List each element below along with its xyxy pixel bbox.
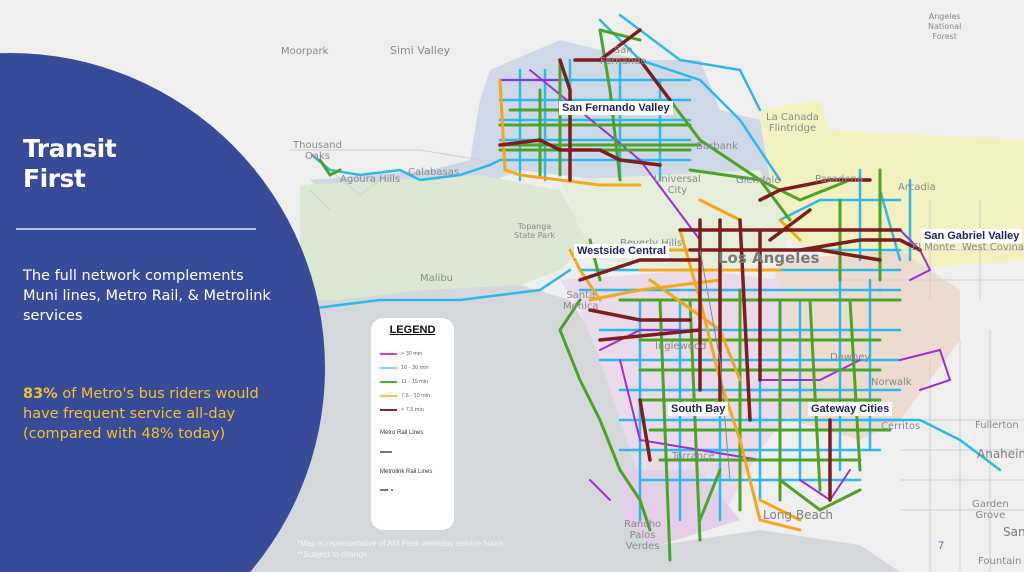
map-legend: LEGEND > 30 min 16 - 30 min 11 - 15 min … [371,318,454,530]
legend-item-over-30: > 30 min [380,349,422,359]
legend-metro-rail-label: Metro Rail Lines [380,430,424,436]
slide-title: Transit First [23,134,117,194]
place-label-santa-ana: Santa Ana [1003,525,1024,539]
place-label-inglewood: Inglewood [655,341,707,352]
legend-title: LEGEND [389,324,436,336]
legend-metrolink-swatch [380,489,388,491]
place-label-moorpark: Moorpark [281,46,329,57]
region-label-westside-central: Westside Central [574,244,670,258]
legend-swatch-purple [380,353,397,355]
legend-item-under-7-5: < 7.5 min [380,405,424,415]
place-label-norwalk: Norwalk [871,377,912,388]
place-label-arcadia: Arcadia [898,182,936,193]
place-label-angeles-forest: Angeles National Forest [928,12,962,41]
legend-label: < 7.5 min [401,407,424,413]
legend-swatch-maroon [380,409,397,411]
slide-stat-text: 83% of Metro's bus riders would have fre… [23,384,293,444]
footnote-subject-to-change: **Subject to change [297,550,368,559]
region-label-san-fernando-valley: San Fernando Valley [559,101,673,115]
place-label-los-angeles: Los Angeles [718,249,820,267]
region-label-san-gabriel-valley: San Gabriel Valley [921,229,1023,243]
place-label-malibu: Malibu [420,273,453,284]
legend-label: 7.5 - 10 min [401,393,431,399]
place-label-universal-city: Universal City [654,174,701,196]
legend-item-11-15: 11 - 15 min [380,377,428,387]
place-label-cerritos: Cerritos [881,421,921,432]
legend-label: > 30 min [401,351,423,357]
legend-metrolink-swatch-dash [391,489,393,491]
legend-metro-rail-swatch [380,451,392,453]
stat-description: of Metro's bus riders would have frequen… [23,386,259,442]
place-label-burbank: Burbank [696,141,738,152]
map-footnotes: *Map is representative of AM Peak weekda… [297,538,503,560]
stat-highlight: 83% [23,386,58,402]
legend-item-16-30: 16 - 30 min [380,363,429,373]
place-label-el-monte: El Monte [912,242,956,253]
place-label-simi-valley: Simi Valley [390,44,451,57]
slide-title-line1: Transit [23,134,117,163]
title-divider [16,228,256,230]
legend-swatch-green [380,381,397,383]
region-label-south-bay: South Bay [668,402,729,416]
legend-swatch-yellow [380,395,397,397]
place-label-san-fernando: San Fernando [600,45,647,67]
place-label-west-covina: West Covina [962,242,1024,253]
place-label-agoura-hills: Agoura Hills [340,174,401,185]
page-number: 7 [938,540,945,552]
place-label-glendale: Glendale [736,175,781,186]
region-label-gateway-cities: Gateway Cities [808,402,893,416]
place-label-la-canada: La Canada Flintridge [766,112,819,134]
place-label-fountain: Fountain [978,556,1022,567]
place-label-beverly-hills: Beverly Hills [620,238,683,249]
place-label-torrance: Torrance [672,451,715,462]
place-label-rancho-palos-verdes: Rancho Palos Verdes [624,519,662,552]
slide-title-line2: First [23,164,86,193]
legend-swatch-lightblue [380,367,397,369]
place-label-thousand-oaks: Thousand Oaks [293,140,342,162]
footnote-am-peak: *Map is representative of AM Peak weekda… [297,539,504,548]
place-label-pasadena: Pasadena [815,174,864,185]
place-label-santa-monica: Santa Monica [563,290,599,312]
place-label-topanga: Topanga State Park [514,222,556,240]
place-label-garden-grove: Garden Grove [972,499,1009,521]
place-label-downey: Downey [830,352,871,363]
legend-label: 11 - 15 min [401,379,429,385]
legend-item-7-5-10: 7.5 - 10 min [380,391,430,401]
place-label-fullerton: Fullerton [975,420,1019,431]
place-label-calabasas: Calabasas [408,167,460,178]
slide-body-text: The full network complements Muni lines,… [23,268,271,324]
place-label-long-beach: Long Beach [763,508,834,522]
legend-label: 16 - 30 min [401,365,429,371]
legend-metrolink-label: Metrolink Rail Lines [380,469,433,475]
place-label-anaheim: Anaheim [977,447,1024,461]
